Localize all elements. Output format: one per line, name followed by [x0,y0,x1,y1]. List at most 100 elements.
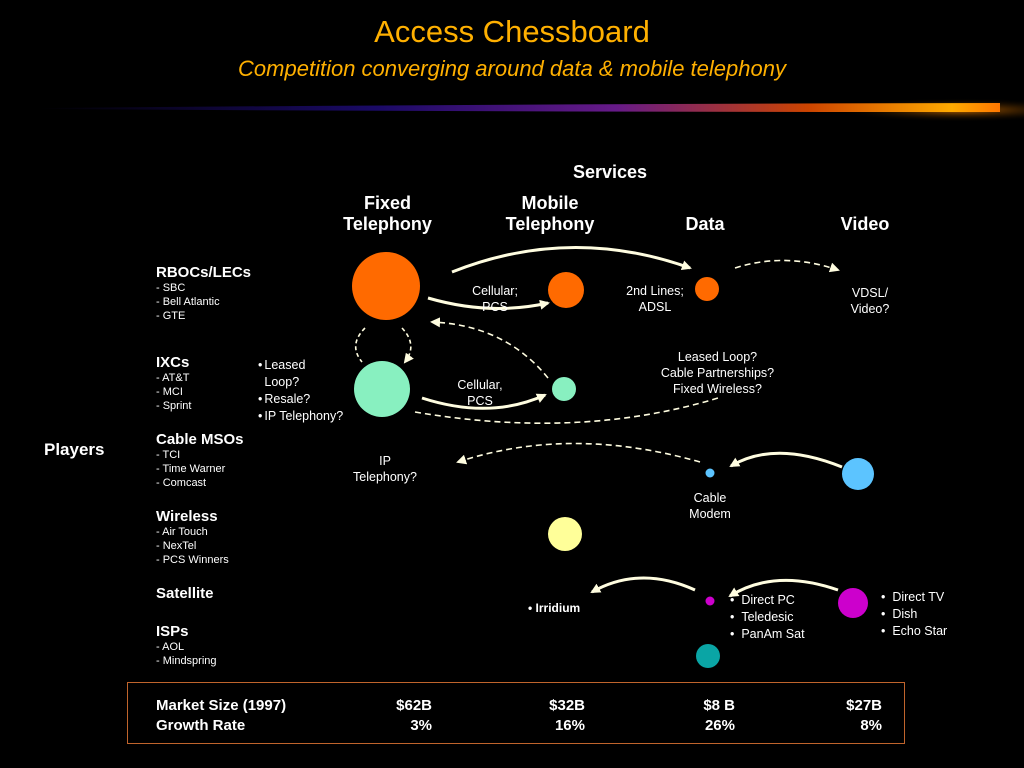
wireless-irridium: • Irridium [528,600,580,617]
player-member: - AT&T [156,372,190,384]
decorative-streak [40,90,1024,130]
bullet-text: IP Telephony? [264,409,344,423]
bullet-dot: • [528,601,536,615]
growth-data: 26% [704,717,735,734]
circle-satellite-video [838,588,868,618]
note-ip-telephony: IP Telephony? [353,454,417,484]
bullet-dot: • [881,607,893,621]
circle-ixcs-mobile [552,377,576,401]
note-leased-loop: Leased Loop? Cable Partnerships? Fixed W… [660,350,775,396]
player-member: - MCI [156,386,183,398]
bullet-dot: • [881,590,893,604]
arrow-rboc-data-to-video [734,259,840,273]
arrow-cable-video-to-data [729,451,843,469]
note-vdsl-video: VDSL/ Video? [850,286,890,316]
player-name: RBOCs/LECs [156,264,252,281]
satellite-data-bullets: • Direct PC • Teledesic • PanAm Sat [730,592,805,643]
bullet-dot: • [258,358,263,372]
services-header: Services [572,162,648,182]
bullet-dot: • [258,392,263,406]
arrow-satellite-video-to-data [728,578,839,598]
player-member: - Time Warner [156,463,226,475]
note-2nd-lines-adsl: 2nd Lines; ADSL [626,284,684,314]
player-member: - PCS Winners [156,554,229,566]
circle-isps-data [696,644,720,668]
slide-title: Access Chessboard [374,14,650,49]
arrow-rboc-ixc-right [401,327,414,364]
circle-rbocs-fixed [352,252,420,320]
arrow-cable-to-ip-telephony [456,442,701,465]
bullet-dot: • [730,627,742,641]
note-cable-modem: Cable Modem [689,491,731,521]
player-member: - SBC [156,282,186,294]
circle-rbocs-data [695,277,719,301]
player-member: - Mindspring [156,655,217,667]
circle-cable-data [705,468,715,478]
market-summary-box [127,682,905,744]
bullet-text: Direct TV [892,590,945,604]
column-fixed-telephony: Fixed Telephony [343,193,432,234]
bullet-text: Irridium [535,601,581,615]
player-member: - TCI [156,449,181,461]
growth-rate-label: Growth Rate [156,717,246,734]
arrow-satellite-data-to-wireless [590,576,696,594]
bullet-text: Teledesic [741,610,794,624]
bullet-dot: • [730,610,742,624]
market-size-video: $27B [846,697,882,714]
player-name: ISPs [156,623,189,640]
player-wireless: Wireless - Air Touch - NexTel - PCS Winn… [156,508,229,567]
player-member: - AOL [156,641,185,653]
growth-video: 8% [860,717,882,734]
bullet-dot: • [730,593,742,607]
market-size-data: $8 B [703,697,735,714]
player-member: - Bell Atlantic [156,296,220,308]
slide-subtitle: Competition converging around data & mob… [238,56,786,81]
growth-mobile: 16% [554,717,585,734]
note-cellular-pcs-ixc: Cellular, PCS [457,378,503,408]
bullet-text: PanAm Sat [741,627,805,641]
player-member: - GTE [156,310,186,322]
market-size-label: Market Size (1997) [156,697,287,714]
bullet-text: Leased Loop? [264,358,306,389]
player-ixcs: IXCs - AT&T - MCI - Sprint [156,354,191,413]
bullet-dot: • [258,409,263,423]
arrow-rboc-fixed-to-data [451,246,692,274]
arrow-rboc-to-mobile [427,296,550,310]
bullet-text: Resale? [264,392,311,406]
column-mobile-telephony: Mobile Telephony [505,193,595,234]
player-name: IXCs [156,354,190,371]
player-member: - Comcast [156,477,207,489]
ixc-fixed-bullets: • Leased Loop? • Resale? • IP Telephony? [258,357,358,425]
column-video: Video [840,214,890,234]
player-member: - Air Touch [156,526,208,538]
market-size-fixed: $62B [396,697,432,714]
player-member: - NexTel [156,540,197,552]
satellite-video-bullets: • Direct TV • Dish • Echo Star [881,589,947,640]
players-label: Players [44,440,105,459]
player-isps: ISPs - AOL - Mindspring [156,623,217,668]
circle-rbocs-mobile [548,272,584,308]
arrow-ixc-to-mobile [421,393,547,410]
market-size-mobile: $32B [549,697,585,714]
player-cable-msos: Cable MSOs - TCI - Time Warner - Comcast [156,431,244,490]
circle-wireless-mobile [548,517,582,551]
bullet-text: Dish [892,607,918,621]
player-name: Wireless [156,508,218,525]
column-data: Data [685,214,725,234]
player-rbocs: RBOCs/LECs - SBC - Bell Atlantic - GTE [156,264,251,323]
bullet-dot: • [881,624,893,638]
player-name: Cable MSOs [156,431,244,448]
circle-ixcs-fixed [354,361,410,417]
circle-cable-video [842,458,874,490]
bullet-text: Direct PC [741,593,795,607]
bullet-text: Echo Star [892,624,948,638]
player-member: - Sprint [156,400,192,412]
growth-fixed: 3% [410,717,432,734]
note-cellular-pcs-rboc: Cellular; PCS [472,284,518,314]
arrow-ixc-mobile-to-fixed [430,317,549,379]
arrow-ixc-to-data [414,397,719,424]
arrow-rboc-ixc-left [354,327,366,363]
player-satellite: Satellite [156,585,214,602]
player-name: Satellite [156,585,214,602]
